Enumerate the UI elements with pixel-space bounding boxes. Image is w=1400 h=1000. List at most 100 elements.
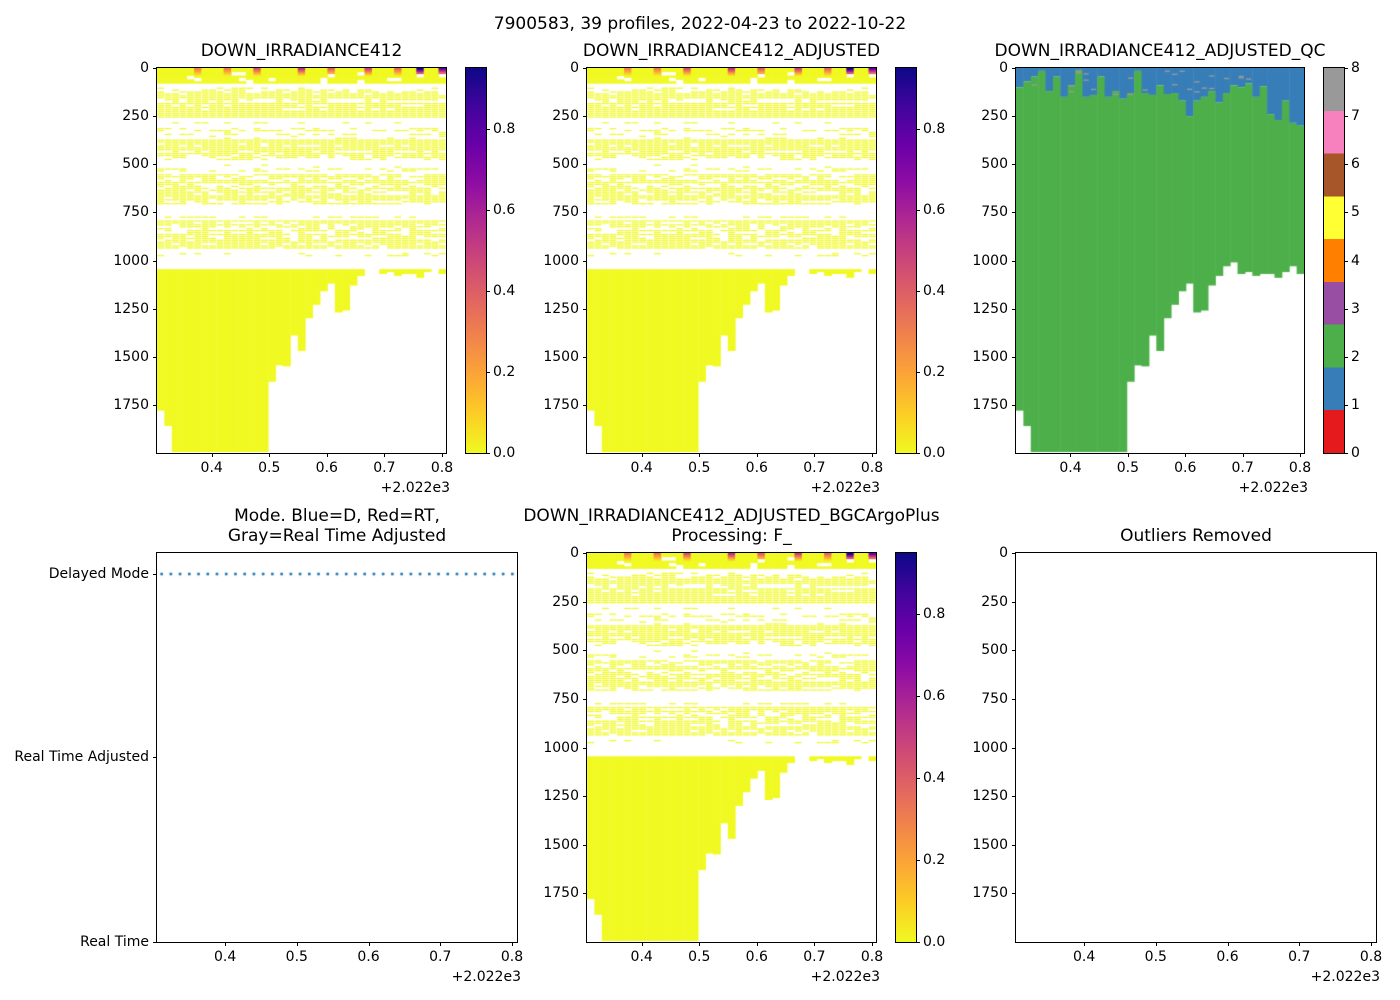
y-tick-label: 750	[981, 690, 1008, 707]
x-tick-label: 0.5	[688, 949, 711, 965]
y-tick-label: 0	[140, 60, 149, 76]
y-tick-label: 1750	[543, 396, 579, 413]
y-tick-mark	[1012, 893, 1016, 895]
y-tick-label: 0	[570, 545, 579, 561]
x-tick-label: 0.6	[745, 460, 768, 476]
y-tick-label: 500	[981, 642, 1008, 659]
y-tick-label: 1500	[543, 348, 579, 365]
y-tick-label: 1500	[113, 348, 149, 365]
y-tick-label: 1750	[113, 396, 149, 413]
colorbar-tick-mark	[1344, 356, 1348, 358]
axis-offset-label: +2.022e3	[380, 480, 450, 496]
y-tick-mark	[153, 308, 157, 310]
x-tick-mark	[1070, 453, 1072, 457]
x-tick-mark	[1299, 453, 1301, 457]
heatmap-canvas-down-irradiance412-adjusted	[587, 68, 876, 453]
colorbar-tick-label: 0.4	[493, 282, 516, 299]
y-tick-mark	[153, 942, 157, 943]
y-tick-label: 500	[552, 642, 579, 659]
y-tick-label: 250	[552, 108, 579, 125]
x-tick-mark	[699, 453, 701, 457]
y-tick-label: 1750	[972, 885, 1008, 902]
y-tick-mark	[153, 356, 157, 358]
colorbar-tick-label: 1	[1351, 396, 1360, 413]
x-tick-mark	[296, 942, 298, 946]
colorbar-tick-mark	[916, 696, 920, 698]
x-tick-label: 0.6	[357, 949, 380, 965]
y-tick-label: 500	[981, 156, 1008, 173]
colorbar-tick-label: 2	[1351, 348, 1360, 365]
subplot-down-irradiance412-adjusted-qc: DOWN_IRRADIANCE412_ADJUSTED_QC 0.4 0.5 0.6…	[972, 41, 1325, 496]
y-tick-mark	[153, 404, 157, 406]
colorbar-tick-mark	[916, 778, 920, 780]
colorbar-tick-mark	[1344, 404, 1348, 406]
x-tick-mark	[1185, 453, 1187, 457]
colorbar-tick-mark	[1344, 116, 1348, 118]
x-tick-label: 0.5	[285, 949, 308, 965]
x-tick-mark	[871, 942, 873, 946]
x-tick-mark	[756, 453, 758, 457]
y-tick-label: 750	[552, 204, 579, 221]
colorbar-tick-mark	[1344, 308, 1348, 310]
x-tick-label: 0.8	[860, 460, 884, 476]
x-tick-label: 0.8	[1359, 949, 1383, 965]
x-tick-mark	[756, 942, 758, 946]
subplot-down-irradiance412-adjusted: DOWN_IRRADIANCE412_ADJUSTED 0.4 0.5 0.6 0.7…	[543, 41, 883, 496]
x-tick-mark	[1127, 453, 1129, 457]
colorbar-tick-label: 0.4	[923, 282, 946, 299]
y-tick-mark	[153, 212, 157, 214]
x-tick-mark	[1370, 942, 1372, 946]
colorbar-tick-mark	[486, 290, 490, 292]
x-tick-mark	[368, 942, 370, 946]
x-tick-mark	[1242, 453, 1244, 457]
y-tick-mark	[1012, 308, 1016, 310]
x-tick-mark	[1299, 942, 1301, 946]
x-tick-mark	[641, 942, 643, 946]
x-tick-label: 0.7	[1288, 949, 1311, 965]
x-tick-label: 0.4	[200, 460, 223, 476]
y-tick-label: 500	[122, 156, 149, 173]
y-tick-mark	[1012, 796, 1016, 798]
colorbar-tick-label: 0.0	[923, 934, 946, 950]
y-tick-mark	[153, 116, 157, 118]
colorbar-tick-label: 0.8	[923, 606, 946, 623]
x-tick-mark	[225, 942, 227, 946]
colorbar-tick-mark	[916, 209, 920, 211]
subplot-down-irradiance412: DOWN_IRRADIANCE412 0.4 0.5 0.6 0.7 0.8 0 250 50…	[113, 41, 453, 496]
y-tick-mark	[583, 553, 587, 554]
y-tick-label: 750	[552, 690, 579, 707]
x-tick-label: 0.4	[1072, 949, 1096, 965]
y-tick-mark	[1012, 698, 1016, 700]
y-tick-mark	[1012, 116, 1016, 118]
colorbar-tick-label: 0	[1351, 445, 1360, 461]
y-tick-label: Delayed Mode	[48, 566, 149, 582]
x-tick-label: 0.7	[373, 460, 396, 476]
colorbar-tick-mark	[1344, 68, 1348, 69]
y-tick-label: 1500	[972, 348, 1008, 365]
colorbar-tick-label: 4	[1351, 252, 1360, 269]
x-tick-label: 0.4	[630, 949, 653, 965]
colorbar-tick-label: 0.4	[923, 770, 946, 787]
colorbar-tick-label: 0.2	[923, 852, 946, 869]
y-tick-mark	[583, 116, 587, 118]
y-tick-label: 0	[999, 545, 1008, 561]
y-tick-label: 1000	[543, 252, 579, 269]
y-tick-label: 1250	[543, 788, 579, 805]
y-tick-label: 1000	[113, 252, 149, 269]
y-tick-mark	[1012, 844, 1016, 846]
x-tick-label: 0.5	[1116, 460, 1139, 476]
subplot-title-down-irradiance412-adjusted-qc: DOWN_IRRADIANCE412_ADJUSTED_QC	[994, 41, 1326, 62]
y-tick-mark	[583, 601, 587, 603]
y-tick-label: 1250	[113, 300, 149, 317]
y-tick-mark	[583, 747, 587, 749]
x-tick-mark	[440, 942, 442, 946]
colorbar-tick-mark	[916, 614, 920, 616]
colorbar-tick-mark	[1344, 453, 1348, 454]
colorbar-down-irradiance412: 0.0 0.2 0.4 0.6 0.8	[465, 67, 515, 461]
colorbar-tick-mark	[1344, 164, 1348, 166]
y-tick-label: 250	[122, 108, 149, 125]
y-tick-label: 1500	[972, 836, 1008, 853]
subplot-outliers-removed: Outliers Removed 0.4 0.5 0.6 0.7 0.8 0 250 500 7…	[972, 526, 1382, 985]
x-tick-label: 0.7	[1231, 460, 1254, 476]
y-tick-mark	[1012, 356, 1016, 358]
